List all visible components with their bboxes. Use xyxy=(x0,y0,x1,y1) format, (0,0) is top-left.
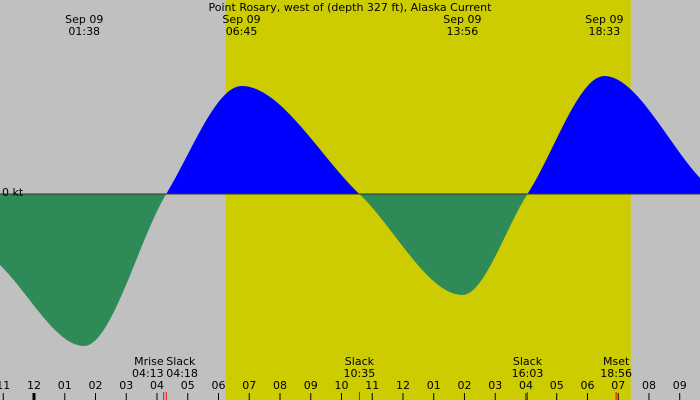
event-time: 10:35 xyxy=(344,367,376,380)
event-label: Slack xyxy=(513,355,543,368)
event-label: Mrise xyxy=(134,355,164,368)
x-tick-label: 11 xyxy=(365,379,379,392)
event-time: 04:13 xyxy=(132,367,164,380)
peak-date: Sep 09 xyxy=(222,13,260,26)
event-label: Slack xyxy=(166,355,196,368)
x-tick-label: 08 xyxy=(273,379,287,392)
x-tick-label: 01 xyxy=(427,379,441,392)
x-tick-label: 02 xyxy=(89,379,103,392)
event-time: 04:18 xyxy=(166,367,198,380)
x-tick-label: 06 xyxy=(580,379,594,392)
x-tick-label: 10 xyxy=(334,379,348,392)
x-tick-label: 07 xyxy=(611,379,625,392)
event-label: Slack xyxy=(345,355,375,368)
event-label: Mset xyxy=(603,355,630,368)
x-tick-label: 05 xyxy=(181,379,195,392)
x-tick-label: 03 xyxy=(488,379,502,392)
current-area xyxy=(0,76,700,346)
event-time: 16:03 xyxy=(512,367,544,380)
x-tick-label: 12 xyxy=(27,379,41,392)
peak-time: 13:56 xyxy=(447,25,479,38)
peak-time: 18:33 xyxy=(589,25,621,38)
x-tick-label: 03 xyxy=(119,379,133,392)
x-tick-label: 05 xyxy=(550,379,564,392)
x-tick-label: 08 xyxy=(642,379,656,392)
x-tick-label: 07 xyxy=(242,379,256,392)
peak-date: Sep 09 xyxy=(443,13,481,26)
peak-time: 01:38 xyxy=(68,25,100,38)
x-tick-label: 01 xyxy=(58,379,72,392)
x-tick-label: 09 xyxy=(673,379,687,392)
peak-time: 06:45 xyxy=(226,25,258,38)
x-tick-label: 02 xyxy=(457,379,471,392)
chart-title: Point Rosary, west of (depth 327 ft), Al… xyxy=(209,1,493,14)
x-tick-label: 06 xyxy=(211,379,225,392)
peak-date: Sep 09 xyxy=(65,13,103,26)
x-tick-label: 09 xyxy=(304,379,318,392)
x-tick-label: 12 xyxy=(396,379,410,392)
peak-date: Sep 09 xyxy=(585,13,623,26)
x-tick-label: 04 xyxy=(150,379,164,392)
x-tick-label: 04 xyxy=(519,379,533,392)
x-tick-label: 11 xyxy=(0,379,10,392)
y-tick-label: 0 kt xyxy=(2,186,24,199)
event-time: 18:56 xyxy=(600,367,632,380)
